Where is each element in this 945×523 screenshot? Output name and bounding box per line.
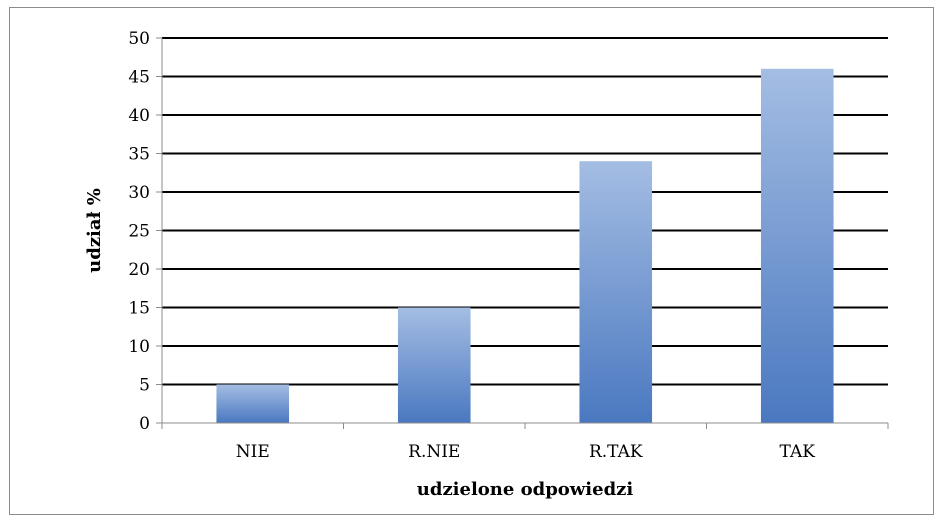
y-tick-label: 15 [128,299,150,319]
y-tick-label: 40 [128,106,150,126]
bar-r-tak [579,161,653,423]
x-tick-label: R.TAK [589,442,643,462]
x-tick-label: TAK [780,442,816,462]
x-tick-labels: NIE R.NIE R.TAK TAK [236,442,815,462]
y-tick-labels: 0 5 10 15 20 25 30 35 40 45 50 [128,29,150,434]
y-tick-label: 25 [128,222,150,242]
bar-tak [760,68,834,424]
x-axis-title: udzielone odpowiedzi [417,479,634,500]
y-tick-label: 0 [139,414,150,434]
bars [216,68,834,424]
axes [156,37,889,429]
y-tick-label: 30 [128,183,150,203]
y-tick-label: 10 [128,337,150,357]
x-tick-label: NIE [236,442,270,462]
y-tick-label: 50 [128,29,150,49]
bar-nie [216,384,290,423]
y-tick-label: 20 [128,260,150,280]
x-tick-label: R.NIE [408,442,460,462]
y-tick-label: 35 [128,145,150,165]
bar-r-nie [397,307,471,423]
y-tick-label: 45 [128,68,150,88]
y-axis-title: udział % [84,188,105,273]
y-tick-label: 5 [139,376,150,396]
